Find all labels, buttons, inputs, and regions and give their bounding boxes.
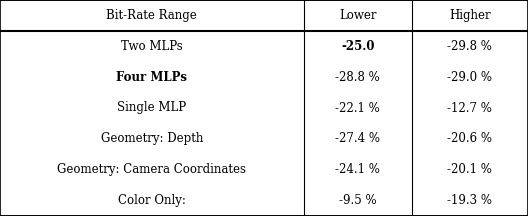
Text: Geometry: Camera Coordinates: Geometry: Camera Coordinates	[58, 163, 246, 176]
Text: Four MLPs: Four MLPs	[116, 71, 187, 84]
Text: -28.8 %: -28.8 %	[335, 71, 380, 84]
Text: Higher: Higher	[449, 9, 491, 22]
Text: Color Only:: Color Only:	[118, 194, 186, 207]
Text: Bit-Rate Range: Bit-Rate Range	[107, 9, 197, 22]
Text: -20.1 %: -20.1 %	[448, 163, 492, 176]
Text: Two MLPs: Two MLPs	[121, 40, 183, 53]
Text: -27.4 %: -27.4 %	[335, 132, 380, 145]
Text: Single MLP: Single MLP	[117, 102, 186, 114]
Text: -9.5 %: -9.5 %	[339, 194, 376, 207]
Text: -20.6 %: -20.6 %	[447, 132, 493, 145]
Text: -12.7 %: -12.7 %	[448, 102, 492, 114]
Text: Geometry: Depth: Geometry: Depth	[101, 132, 203, 145]
Text: -29.8 %: -29.8 %	[448, 40, 492, 53]
Text: Lower: Lower	[339, 9, 376, 22]
Text: -25.0: -25.0	[341, 40, 374, 53]
Text: -22.1 %: -22.1 %	[335, 102, 380, 114]
Text: -24.1 %: -24.1 %	[335, 163, 380, 176]
Text: -29.0 %: -29.0 %	[447, 71, 493, 84]
Text: -19.3 %: -19.3 %	[447, 194, 493, 207]
